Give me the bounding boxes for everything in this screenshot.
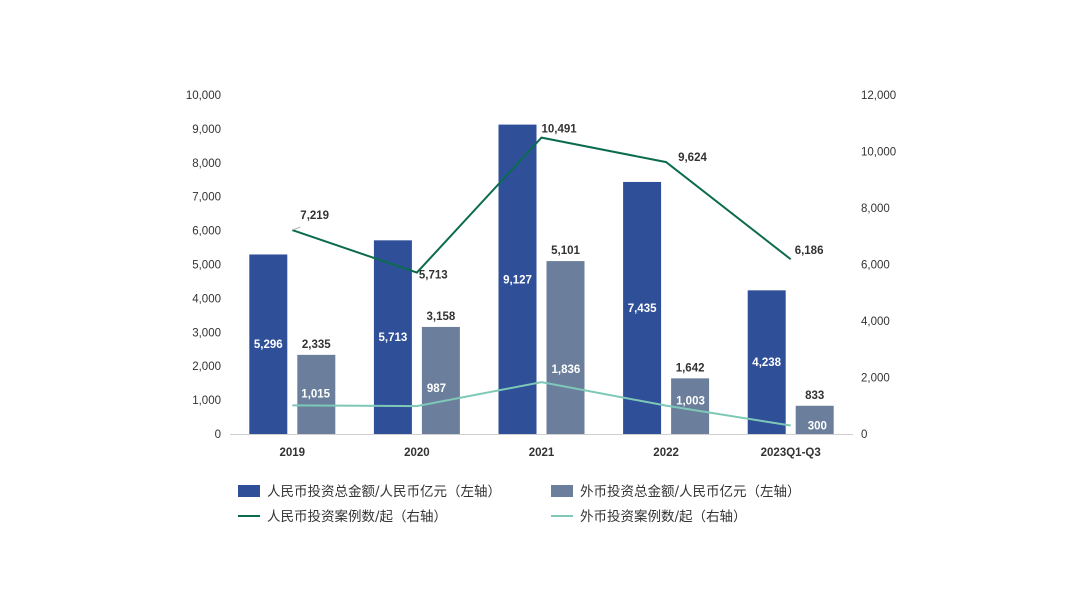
data-label-rmb-cases: 7,219 xyxy=(300,210,329,222)
y-right-tick-label: 2,000 xyxy=(861,373,890,385)
y-left-tick-label: 4,000 xyxy=(192,293,221,305)
x-category-label: 2021 xyxy=(529,447,555,459)
data-labels: 5,296 2,335 5,713 3,158 9,127 5,101 7,435 1,642… xyxy=(254,124,827,433)
y-left-tick-label: 0 xyxy=(215,429,221,441)
bar-rmb-amount xyxy=(747,290,786,434)
data-label-rmb-amount: 5,296 xyxy=(254,339,283,351)
line-fx-cases xyxy=(292,381,791,427)
y-left-tick-label: 2,000 xyxy=(192,361,221,373)
data-label-rmb-amount: 9,127 xyxy=(503,274,532,286)
data-label-fx-amount: 833 xyxy=(805,390,824,402)
data-label-rmb-cases: 5,713 xyxy=(419,270,448,282)
legend: 人民币投资总金额/人民币亿元（左轴） 外币投资总金额/人民币亿元（左轴） 人民币投资… xyxy=(238,484,801,525)
data-label-rmb-amount: 5,713 xyxy=(379,332,408,344)
bar-fx-amount xyxy=(546,261,585,434)
x-category-label: 2019 xyxy=(280,447,306,459)
data-label-fx-amount: 1,642 xyxy=(676,362,705,374)
y-left-tick-label: 5,000 xyxy=(192,260,221,272)
y-right-tick-label: 8,000 xyxy=(861,203,890,215)
bar-fx-amount xyxy=(421,326,460,434)
y-right-tick-label: 0 xyxy=(861,429,867,441)
legend-swatch xyxy=(551,485,573,497)
data-label-rmb-cases: 6,186 xyxy=(795,245,824,257)
x-category-label: 2020 xyxy=(404,447,430,459)
data-label-fx-cases: 1,836 xyxy=(552,364,581,376)
x-category-label: 2022 xyxy=(653,447,679,459)
y-right-tick-label: 6,000 xyxy=(861,260,890,272)
leader-line xyxy=(292,226,301,231)
data-label-fx-cases: 1,003 xyxy=(676,396,705,408)
bar-fx-amount xyxy=(671,378,710,434)
data-label-rmb-amount: 4,238 xyxy=(752,357,781,369)
data-label-fx-amount: 3,158 xyxy=(427,311,456,323)
data-label-fx-cases: 1,015 xyxy=(301,388,330,400)
data-label-fx-cases: 300 xyxy=(808,421,827,433)
y-right-tick-label: 10,000 xyxy=(861,147,896,159)
y-right-tick-label: 12,000 xyxy=(861,90,896,102)
data-label-fx-amount: 5,101 xyxy=(551,245,580,257)
bar-fx-amount xyxy=(297,354,336,434)
line-rmb-cases xyxy=(291,136,792,274)
data-label-rmb-amount: 7,435 xyxy=(628,303,657,315)
data-label-rmb-cases: 9,624 xyxy=(678,152,707,164)
legend-label: 人民币投资总金额/人民币亿元（左轴） xyxy=(267,484,501,500)
legend-label: 外币投资总金额/人民币亿元（左轴） xyxy=(580,484,801,500)
lines xyxy=(291,136,792,427)
y-left-tick-label: 10,000 xyxy=(186,90,221,102)
data-label-rmb-cases: 10,491 xyxy=(542,124,578,136)
y-left-tick-label: 7,000 xyxy=(192,192,221,204)
y-left-tick-label: 8,000 xyxy=(192,158,221,170)
legend-label: 外币投资案例数/起（右轴） xyxy=(580,508,747,525)
legend-swatch xyxy=(238,485,260,497)
y-left-tick-label: 9,000 xyxy=(192,124,221,136)
x-category-label: 2023Q1-Q3 xyxy=(761,447,821,459)
bar-rmb-amount xyxy=(373,240,412,434)
bar-fx-amount xyxy=(795,405,834,434)
y-left-tick-label: 1,000 xyxy=(192,395,221,407)
y-left-tick-label: 3,000 xyxy=(192,327,221,339)
bar-rmb-amount xyxy=(623,181,662,434)
y-right-tick-label: 4,000 xyxy=(861,316,890,328)
data-label-fx-amount: 2,335 xyxy=(302,339,331,351)
bars xyxy=(249,124,834,435)
bar-rmb-amount xyxy=(249,254,288,434)
legend-label: 人民币投资案例数/起（右轴） xyxy=(267,508,447,525)
axes: 0 1,000 2,000 3,000 4,000 5,000 6,000 7,000 8,00… xyxy=(186,90,896,459)
data-label-fx-cases: 987 xyxy=(427,383,446,395)
y-left-tick-label: 6,000 xyxy=(192,226,221,238)
